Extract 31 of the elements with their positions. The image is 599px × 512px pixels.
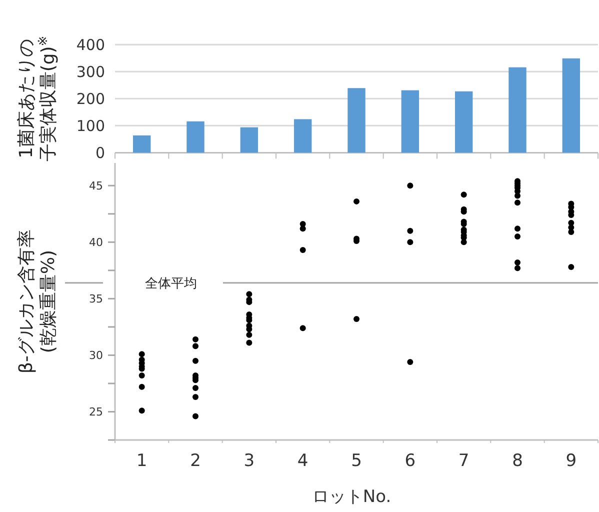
x-tick-label: 5: [351, 451, 362, 471]
bar: [454, 91, 473, 153]
bar: [508, 67, 526, 153]
y-tick-label: 25: [89, 406, 103, 419]
x-tick-label: 3: [244, 451, 255, 471]
x-tick-label: 6: [404, 451, 416, 471]
y-axis-title: β-グルカン含有率(乾燥重量%): [16, 230, 59, 374]
bar: [401, 90, 420, 153]
y-tick-label: 0: [95, 144, 105, 162]
x-tick-label: 1: [136, 451, 148, 471]
y-tick-label: 45: [89, 179, 103, 192]
y-tick-label: 300: [76, 62, 105, 81]
bar: [562, 58, 580, 153]
ref-line-label: 全体平均: [145, 276, 197, 292]
x-tick-label: 9: [566, 451, 577, 471]
bar: [294, 119, 312, 153]
bar: [132, 135, 151, 153]
x-axis-title: ロットNo.: [312, 487, 392, 507]
y-tick-label: 30: [89, 349, 103, 362]
y-tick-label: 35: [89, 292, 103, 306]
x-tick-label: 8: [512, 451, 523, 471]
bar: [186, 121, 204, 153]
bar: [240, 127, 258, 153]
y-tick-label: 400: [76, 36, 105, 54]
y-tick-label: 40: [89, 236, 103, 249]
y-tick-label: 100: [76, 116, 105, 135]
x-tick-label: 7: [458, 451, 470, 471]
bar: [348, 88, 366, 153]
y-tick-label: 200: [76, 90, 105, 108]
x-tick-label: 4: [297, 451, 308, 471]
x-tick-label: 2: [190, 451, 201, 471]
